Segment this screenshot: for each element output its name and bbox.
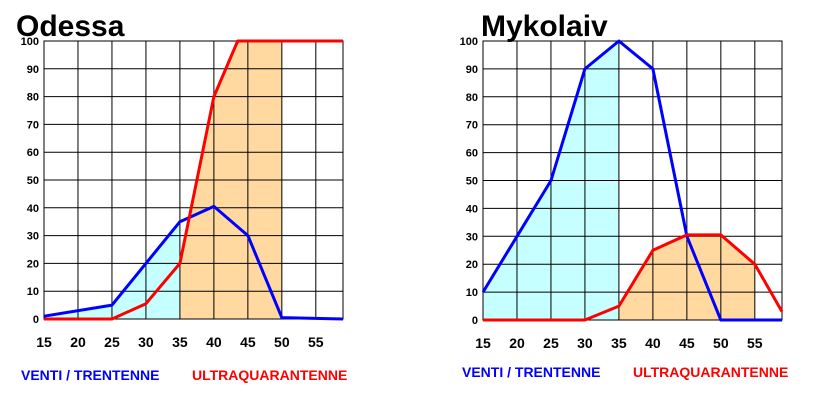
y-tick-label: 10 [27, 286, 39, 298]
x-tick-label: 50 [713, 335, 729, 351]
y-tick-label: 20 [27, 258, 39, 270]
x-tick-label: 25 [543, 335, 559, 351]
y-tick-label: 40 [27, 203, 39, 215]
x-tick-label: 45 [240, 334, 256, 350]
y-tick-label: 50 [27, 175, 39, 187]
y-tick-label: 80 [466, 92, 478, 104]
plot-frame [482, 40, 783, 321]
y-tick-label: 100 [460, 36, 478, 48]
x-tick-label: 50 [274, 334, 290, 350]
x-tick-label: 35 [172, 334, 188, 350]
x-tick-label: 55 [308, 334, 324, 350]
y-tick-label: 80 [27, 92, 39, 104]
y-tick-label: 0 [472, 315, 478, 327]
x-tick-label: 30 [138, 334, 154, 350]
grid [43, 40, 344, 320]
y-tick-label: 0 [33, 314, 39, 326]
y-tick-label: 40 [466, 203, 478, 215]
grid [482, 40, 783, 321]
series-line-ultraquarantenne [44, 39, 343, 321]
y-tick-label: 70 [466, 120, 478, 132]
legend-ultraquarantenne: ULTRAQUARANTENNE [633, 364, 788, 380]
chart-1: Odessa 0 10 20 30 40 50 60 70 80 90 100 15 20 25 30 35 40… [16, 10, 347, 383]
x-tick-label: 55 [747, 335, 763, 351]
y-tick-label: 30 [466, 231, 478, 243]
x-tick-label: 20 [509, 335, 525, 351]
y-tick-label: 50 [466, 176, 478, 188]
y-tick-label: 30 [27, 231, 39, 243]
y-tick-label: 10 [466, 287, 478, 299]
y-tick-label: 90 [466, 64, 478, 76]
x-tick-label: 45 [679, 335, 695, 351]
x-tick-label: 15 [36, 334, 52, 350]
legend-venti-trentenne: VENTI / TRENTENNE [462, 364, 600, 380]
chart-title: Odessa [16, 10, 125, 43]
y-tick-label: 20 [466, 259, 478, 271]
x-tick-label: 35 [611, 335, 627, 351]
y-tick-label: 90 [27, 64, 39, 76]
series-line-ultraquarantenne [483, 233, 784, 322]
y-tick-label: 100 [21, 36, 39, 48]
chart-2: Mykolaiv 0 10 20 30 40 50 60 70 80 90 100 15 20 25 30 35… [460, 10, 789, 380]
series-line-venti-trentenne [43, 204, 344, 321]
x-tick-label: 15 [475, 335, 491, 351]
legend-ultraquarantenne: ULTRAQUARANTENNE [192, 367, 347, 383]
x-tick-label: 30 [577, 335, 593, 351]
legend-venti-trentenne: VENTI / TRENTENNE [21, 367, 159, 383]
x-tick-label: 40 [645, 335, 661, 351]
y-tick-label: 60 [27, 147, 39, 159]
chart-title: Mykolaiv [481, 10, 608, 43]
series-line-venti-trentenne [481, 39, 782, 322]
x-tick-label: 25 [104, 334, 120, 350]
plot-frame [43, 40, 344, 320]
x-tick-label: 40 [206, 334, 222, 350]
y-tick-label: 60 [466, 148, 478, 160]
x-tick-label: 20 [70, 334, 86, 350]
y-tick-label: 70 [27, 119, 39, 131]
